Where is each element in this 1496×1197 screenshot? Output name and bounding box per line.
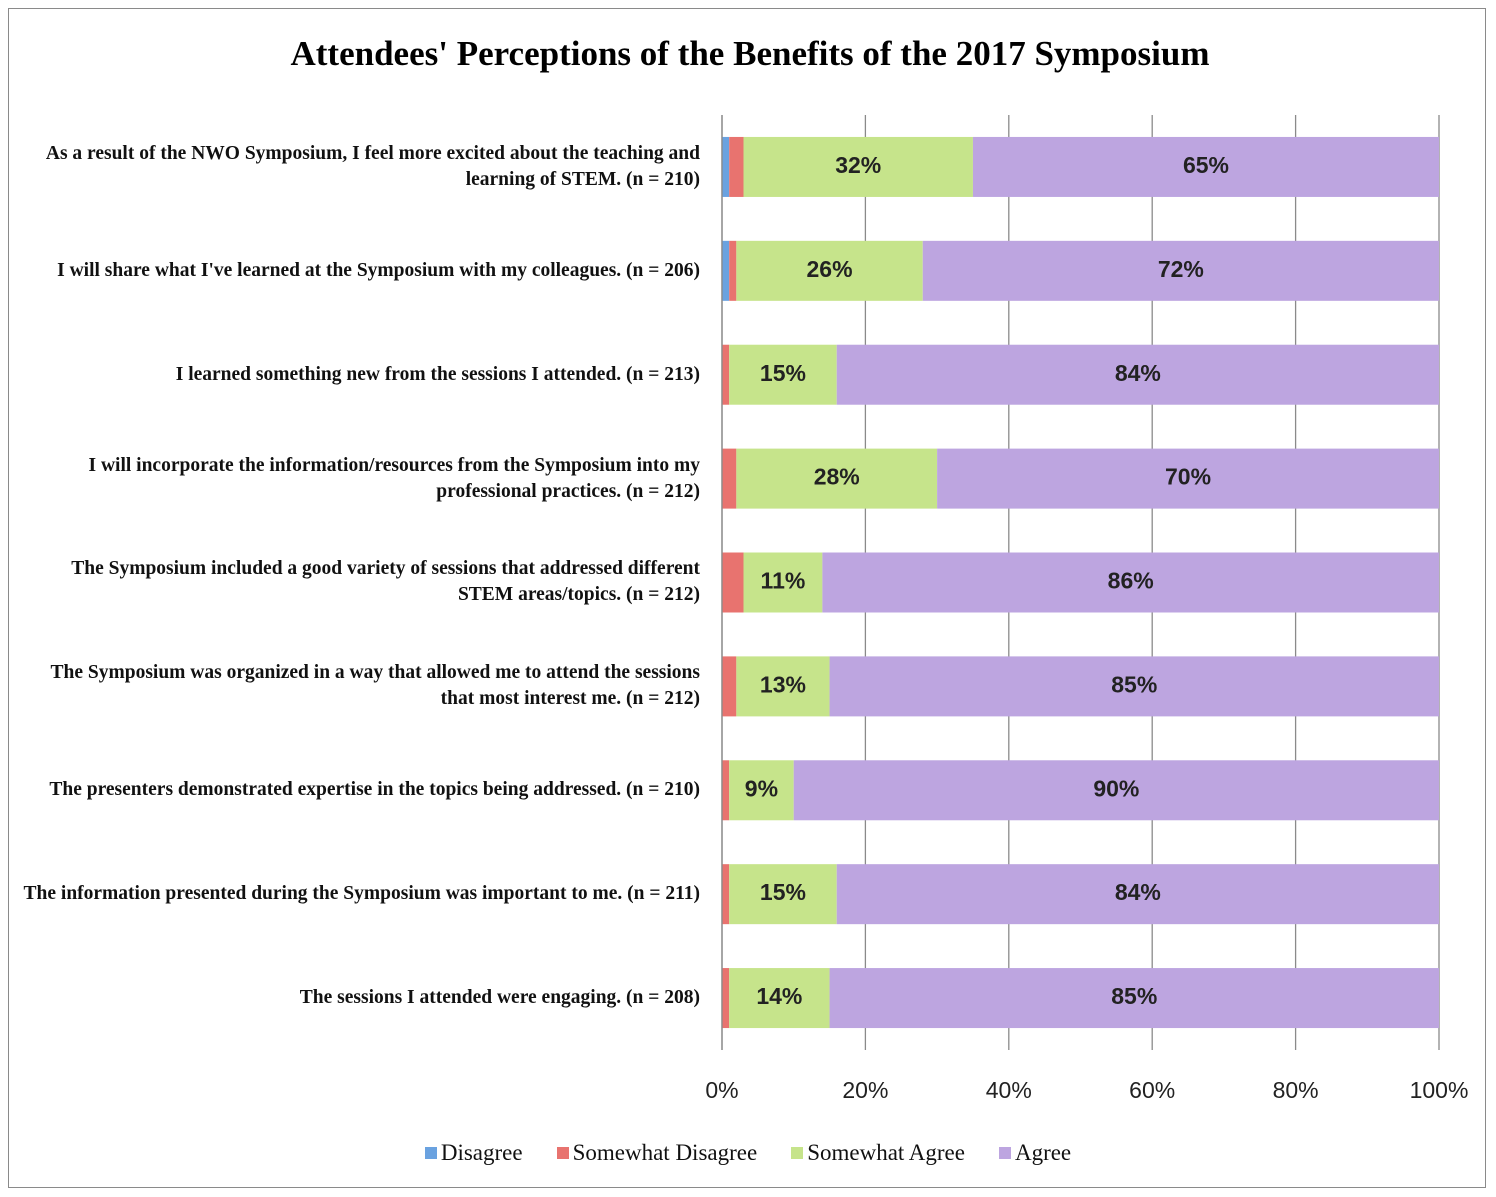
data-label: 84% [1115,360,1161,386]
bar-segment [729,760,794,821]
legend: Disagree Somewhat Disagree Somewhat Agree A… [0,1140,1496,1166]
bar-segment [722,448,737,509]
category-label: The sessions I attended were engaging. (… [299,987,700,1009]
x-tick-label: 40% [986,1077,1032,1103]
bar-segment [729,968,830,1029]
data-label: 32% [835,152,881,178]
data-label: 14% [756,983,802,1009]
category-label: The information presented during the Sym… [23,883,700,905]
data-label: 9% [745,775,778,801]
bar-segment [972,136,1439,197]
bar-segment [736,240,923,301]
category-label: I will incorporate the information/resou… [88,454,701,502]
bar-segment [736,656,830,717]
category-label: The Symposium was organized in a way tha… [50,662,701,710]
category-label: The Symposium included a good variety of… [71,558,700,606]
bar-segment [829,968,1439,1029]
data-label: 28% [814,464,860,490]
category-label: I will share what I've learned at the Sy… [57,259,700,281]
legend-label: Somewhat Disagree [572,1140,758,1165]
data-label: 11% [761,568,806,594]
bar-segment [793,760,1439,821]
bar-segment [743,136,973,197]
bar-segment [722,552,744,613]
data-label: 85% [1111,983,1157,1009]
bar-segment [722,344,730,405]
bar-segment [729,344,837,405]
legend-item: Agree [998,1140,1072,1166]
x-tick-label: 60% [1129,1077,1175,1103]
data-label: 86% [1108,568,1154,594]
bar-segment [822,552,1439,613]
x-tick-label: 0% [705,1077,738,1103]
bar-segment [922,240,1439,301]
bar-segment [722,240,730,301]
legend-item: Somewhat Agree [791,1140,965,1166]
category-label: As a result of the NWO Symposium, I feel… [45,142,700,190]
bar-segment [836,864,1439,925]
legend-label: Agree [1014,1140,1072,1165]
x-tick-label: 100% [1410,1077,1469,1103]
bar-segment [729,136,744,197]
data-label: 70% [1165,464,1211,490]
bar-segment [836,344,1439,405]
category-label: The presenters demonstrated expertise in… [49,779,700,801]
legend-label: Disagree [440,1140,523,1165]
bar-segment [937,448,1439,509]
data-label: 84% [1115,879,1161,905]
x-tick-label: 80% [1273,1077,1319,1103]
legend-swatch [556,1147,569,1159]
legend-swatch [791,1147,804,1159]
bar-segment [829,656,1439,717]
data-label: 72% [1158,256,1204,282]
data-label: 90% [1093,775,1139,801]
legend-item: Somewhat Disagree [556,1140,758,1166]
x-tick-label: 20% [842,1077,888,1103]
bar-segment [743,552,823,613]
data-label: 15% [760,360,806,386]
category-label: I learned something new from the session… [175,363,700,385]
frame [8,8,1486,1188]
legend-item: Disagree [424,1140,523,1166]
data-label: 26% [807,256,853,282]
data-label: 65% [1183,152,1229,178]
bar-segment [722,864,730,925]
legend-label: Somewhat Agree [807,1140,965,1165]
bar-segment [722,968,730,1029]
bar-segment [722,656,737,717]
data-label: 85% [1111,671,1157,697]
bar-segment [729,864,837,925]
legend-swatch [424,1147,437,1159]
bar-segment [722,760,730,821]
data-label: 15% [760,879,806,905]
chart-title: Attendees' Perceptions of the Benefits o… [291,34,1210,73]
legend-swatch [998,1147,1011,1159]
data-label: 13% [760,671,806,697]
bar-segment [729,240,737,301]
bar-segment [722,136,730,197]
bar-segment [736,448,938,509]
